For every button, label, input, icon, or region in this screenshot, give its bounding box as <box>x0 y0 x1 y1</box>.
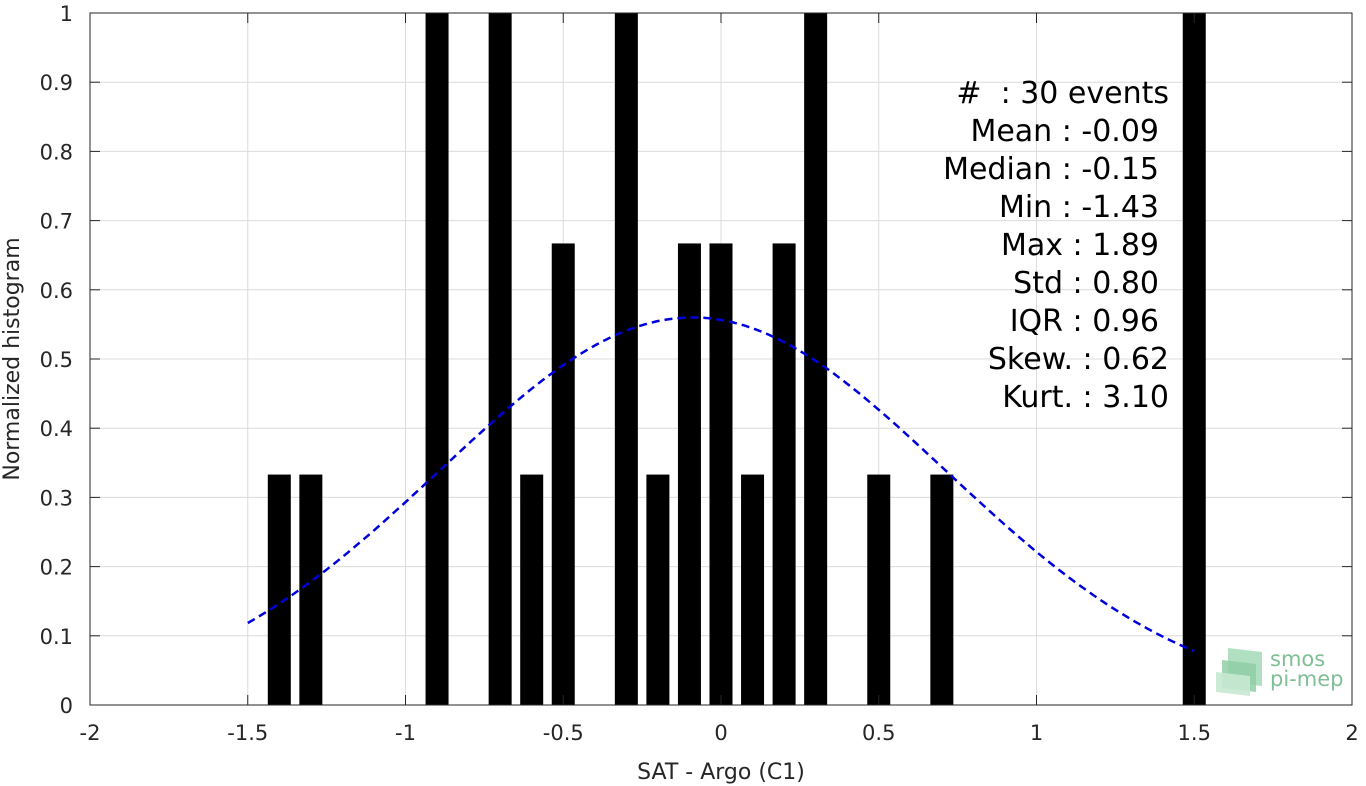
histogram-bar <box>677 243 701 705</box>
smos-pimep-logo: smos pi-mep <box>1216 647 1343 696</box>
y-tick-label: 0.1 <box>40 625 73 649</box>
y-tick-label: 0.4 <box>40 417 73 441</box>
y-tick-label: 0.5 <box>40 348 73 372</box>
y-tick-label: 0.7 <box>40 210 73 234</box>
histogram-bar <box>520 474 544 705</box>
stat-min: Min : -1.43 <box>999 190 1159 225</box>
logo-icon <box>1216 648 1262 696</box>
histogram-bar <box>488 13 512 705</box>
histogram-bar <box>299 474 323 705</box>
stat-iqr: IQR : 0.96 <box>1010 304 1159 339</box>
histogram-bar <box>1182 13 1206 705</box>
histogram-bar <box>709 243 733 705</box>
x-tick-label: 0.5 <box>862 721 895 745</box>
x-tick-label: 0 <box>714 721 727 745</box>
x-tick-label: -1 <box>395 721 416 745</box>
y-tick-label: 0.2 <box>40 556 73 580</box>
x-tick-label: 1 <box>1030 721 1043 745</box>
stat-median: Median : -0.15 <box>943 152 1159 187</box>
histogram-bar <box>804 13 828 705</box>
stats-annotation: # : 30 events Mean : -0.09 Median : -0.1… <box>943 76 1169 415</box>
y-tick-label: 0.6 <box>40 279 73 303</box>
y-tick-label: 0.8 <box>40 140 73 164</box>
histogram-bar <box>646 474 670 705</box>
y-tick-label: 0.3 <box>40 486 73 510</box>
x-axis-label: SAT - Argo (C1) <box>637 760 805 785</box>
histogram-bar <box>741 474 765 705</box>
histogram-bar <box>551 243 575 705</box>
histogram-bar <box>930 474 954 705</box>
stat-std: Std : 0.80 <box>1013 266 1159 301</box>
logo-line-1: smos <box>1270 647 1325 671</box>
y-tick-label: 1 <box>60 2 73 26</box>
histogram-bar <box>772 243 796 705</box>
x-tick-label: -1.5 <box>227 721 268 745</box>
x-tick-label: -0.5 <box>543 721 584 745</box>
stat-max: Max : 1.89 <box>1001 228 1159 263</box>
histogram-bars <box>267 13 1206 705</box>
x-tick-label: -2 <box>80 721 101 745</box>
stat-mean: Mean : -0.09 <box>970 114 1159 149</box>
axis-ticks <box>89 12 1353 706</box>
histogram-bar <box>267 474 291 705</box>
stat-kurt: Kurt. : 3.10 <box>1002 380 1169 415</box>
x-tick-label: 2 <box>1345 721 1358 745</box>
histogram-bar <box>425 13 449 705</box>
x-tick-label: 1.5 <box>1178 721 1211 745</box>
histogram-bar <box>867 474 891 705</box>
fit-curve <box>247 316 1195 653</box>
x-tick-labels: -2 -1.5 -1 -0.5 0 0.5 1 1.5 2 <box>80 721 1359 745</box>
y-tick-labels: 0 0.1 0.2 0.3 0.4 0.5 0.6 0.7 0.8 0.9 1 <box>40 2 73 718</box>
logo-line-2: pi-mep <box>1270 667 1343 691</box>
y-tick-label: 0.9 <box>40 71 73 95</box>
y-tick-label: 0 <box>60 694 73 718</box>
y-axis-label: Normalized histogram <box>0 237 25 480</box>
stat-events: # : 30 events <box>956 76 1169 111</box>
stat-skew: Skew. : 0.62 <box>988 342 1169 377</box>
histogram-bar <box>614 13 638 705</box>
